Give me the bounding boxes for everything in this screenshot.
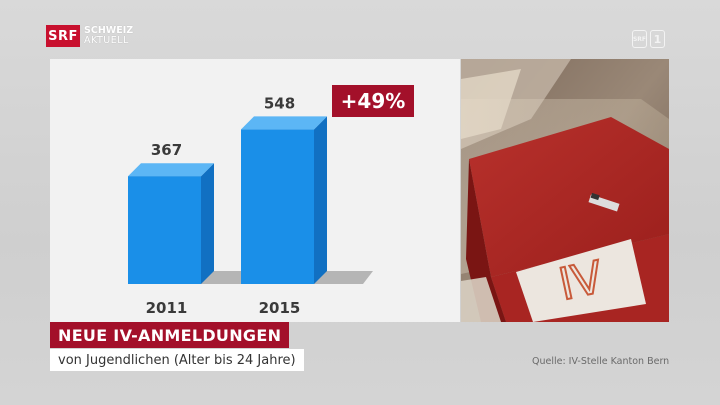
source-note: Quelle: IV-Stelle Kanton Bern [532, 356, 670, 367]
binder-cover [469, 117, 669, 277]
logo-line-2: AKTUELL [84, 35, 129, 46]
binder-photo: IV [461, 59, 669, 322]
bar-top-0 [128, 163, 214, 177]
category-label-1: 2015 [259, 299, 301, 317]
bar-side-1 [314, 116, 327, 284]
channel-glyph-0: SRF [632, 30, 647, 48]
caption-title: NEUE IV-ANMELDUNGEN [50, 322, 290, 348]
bar-0 [128, 176, 201, 284]
channel-bug: SRF 1 [632, 30, 665, 48]
category-label-0: 2011 [146, 299, 188, 317]
change-badge: +49% [332, 85, 414, 117]
bar-value-label-0: 367 [151, 141, 182, 159]
srf-logo-box: SRF [46, 25, 80, 47]
srf-logo-text: SCHWEIZ AKTUELL [84, 26, 133, 46]
logo-line-1: SCHWEIZ [84, 25, 134, 36]
caption-subtitle: von Jugendlichen (Alter bis 24 Jahre) [50, 349, 304, 371]
bar-side-0 [201, 163, 214, 284]
binder-photo-svg: IV [461, 59, 669, 322]
bar-1 [241, 129, 314, 284]
binder-label [516, 239, 646, 322]
srf-logo: SRF SCHWEIZ AKTUELL [46, 25, 133, 47]
bar-chart: 367 2011 548 2015 [128, 94, 373, 317]
bar-top-1 [241, 116, 327, 130]
bar-value-label-1: 548 [264, 94, 295, 112]
channel-glyph-1: 1 [650, 30, 665, 48]
